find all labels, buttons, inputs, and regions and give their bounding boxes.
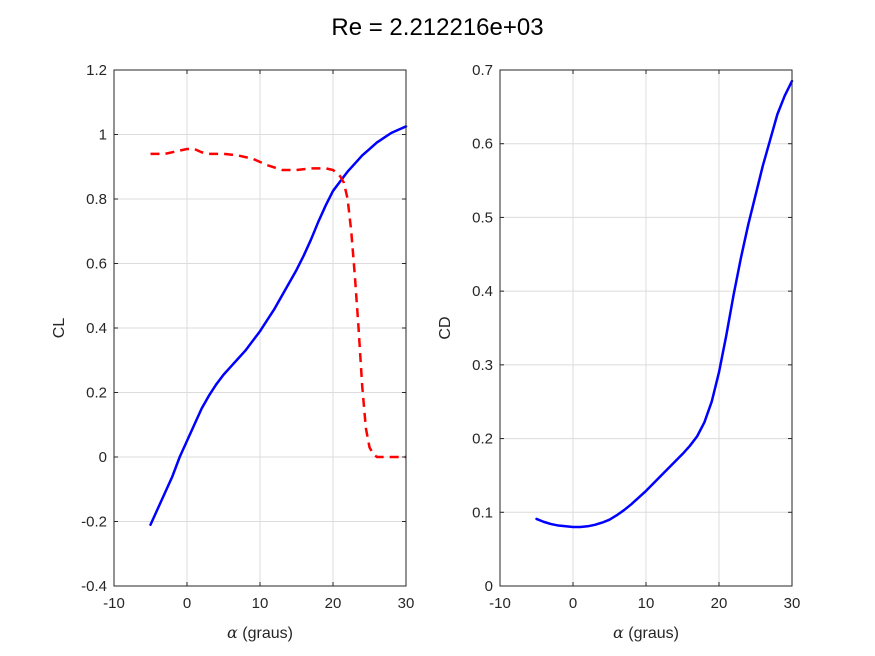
plot-1-series-1-line [149,125,408,526]
plot-1-y-axis-label: CL [51,318,68,339]
plot-2-y-tick-label-6: 0.6 [472,136,493,153]
plot-2-x-tick-label-3: 20 [711,595,728,612]
plot-2-x-axis-label-text: (graus) [624,625,679,642]
plot-1-y-tick-label-1: -0.2 [81,514,107,531]
plot-2-x-tick-label-1: 0 [569,595,577,612]
plot-1-y-tick-label-3: 0.2 [86,385,107,402]
plot-2-y-axis-label: CD [437,316,454,339]
plot-2-x-axis-label: α (graus) [613,623,679,642]
plot-1-y-tick-label-0: -0.4 [81,578,107,595]
plot-2-series-1-line [535,79,794,529]
plot-1-y-tick-label-8: 1.2 [86,62,107,79]
plot-1: -10 0 10 20 30 -0.4 -0.2 0 0.2 0.4 0.6 0.8 1 1.2 α (gr… [51,62,414,642]
plot-1-x-tick-label-1: 0 [183,595,191,612]
plot-2-y-tick-label-0: 0 [485,578,493,595]
plot-1-x-axis-label: α (graus) [227,623,293,642]
plot-1-x-axis-label-text: (graus) [238,625,293,642]
plot-2-x-tick-label-0: -10 [489,595,511,612]
plot-2-x-tick-label-4: 30 [784,595,801,612]
plot-2-y-tick-label-1: 0.1 [472,504,493,521]
plot-2-y-tick-label-2: 0.2 [472,431,493,448]
plot-1-x-tick-label-2: 10 [252,595,269,612]
plot-2-x-tick-label-2: 10 [638,595,655,612]
plot-2-y-tick-label-3: 0.3 [472,357,493,374]
plot-1-x-tick-label-4: 30 [398,595,415,612]
plot-2-y-tick-label-5: 0.5 [472,209,493,226]
plot-1-y-tick-label-5: 0.6 [86,256,107,273]
plot-2-y-tick-label-7: 0.7 [472,62,493,79]
plot-2-x-axis-label-symbol: α [613,623,624,642]
figure-title: Re = 2.212216e+03 [331,14,544,41]
plot-1-series-2-line [150,147,406,459]
plot-1-x-axis-label-symbol: α [227,623,238,642]
plot-1-x-tick-label-0: -10 [103,595,125,612]
plot-1-y-tick-label-6: 0.8 [86,191,107,208]
plot-2-y-tick-label-4: 0.4 [472,283,493,300]
plot-1-y-tick-label-2: 0 [99,449,107,466]
plot-1-y-tick-label-7: 1 [99,127,107,144]
plot-1-x-tick-label-3: 20 [325,595,342,612]
plot-1-y-tick-label-4: 0.4 [86,320,107,337]
